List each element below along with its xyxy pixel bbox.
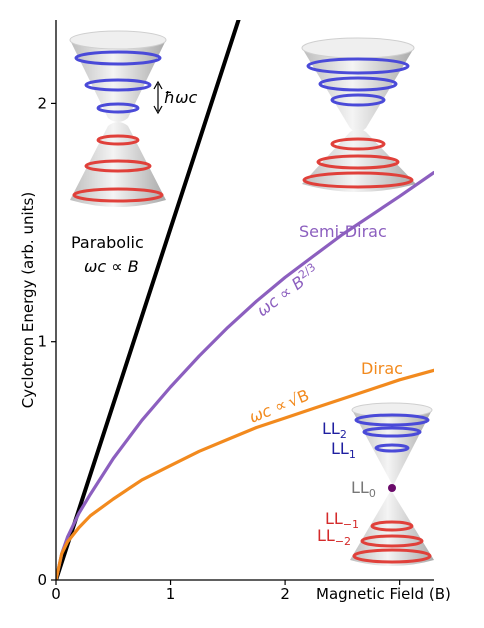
level-dirac-neg-1 <box>360 534 424 548</box>
level-parabolic-pos-0 <box>96 102 140 114</box>
level-parabolic-pos-2 <box>74 50 162 66</box>
level-dirac-neg-0 <box>370 520 414 532</box>
level-dirac-pos-2 <box>354 413 430 427</box>
ll-label-1: LL1 <box>331 439 356 461</box>
hbar-omega-arrowhead-up <box>153 80 163 90</box>
landau-level-labels: LL2 LL1 LL0 LL−1 LL−2 <box>317 419 376 548</box>
cone-semi-dirac-upper <box>302 42 414 132</box>
level-parabolic-pos-1 <box>84 78 152 92</box>
parabolic-label: Parabolic <box>71 233 144 252</box>
level-parabolic-neg-2 <box>72 187 164 203</box>
ll-label-minus-1: LL−1 <box>325 509 359 531</box>
ll-label-2: LL2 <box>322 419 347 441</box>
level-semi-dirac-neg-1 <box>316 154 400 170</box>
cone-parabolic-upper <box>70 34 166 122</box>
x-tick-label: 1 <box>166 585 176 603</box>
x-tick-label: 2 <box>280 585 290 603</box>
level-semi-dirac-neg-2 <box>302 171 414 189</box>
y-axis-title: Cyclotron Energy (arb. units) <box>19 192 37 408</box>
cone-semi-dirac-rim <box>301 37 415 59</box>
semi-dirac-label: Semi-Dirac <box>299 222 387 241</box>
level-semi-dirac-pos-0 <box>330 93 386 107</box>
y-tick-label: 1 <box>37 333 47 351</box>
cone-dirac-lower <box>350 490 434 566</box>
cone-parabolic-lower <box>70 122 166 207</box>
ll-label-minus-2: LL−2 <box>317 526 351 548</box>
y-tick-label: 0 <box>37 571 47 589</box>
cone-dirac-rim <box>351 402 433 418</box>
x-tick-label: 0 <box>51 585 61 603</box>
level-dirac-neg-2 <box>352 548 432 564</box>
level-semi-dirac-pos-2 <box>306 57 410 75</box>
level-semi-dirac-neg-0 <box>330 137 386 151</box>
cone-dirac-illustration <box>350 402 434 566</box>
cone-semi-dirac-lower <box>302 129 416 192</box>
series-line-parabolic <box>56 20 241 580</box>
dirac-law-root: √B <box>285 386 312 412</box>
level-dirac-pos-1 <box>362 426 422 438</box>
hbar-omega-label: ħωc <box>164 88 198 107</box>
series-line-dirac <box>56 368 434 580</box>
semi-dirac-law-label: ωc ∝ B2/3 <box>252 261 322 321</box>
hbar-omega-arrowhead-down <box>153 105 163 115</box>
parabolic-law-label: ωc ∝ B <box>84 257 139 276</box>
level-parabolic-neg-1 <box>84 159 152 173</box>
y-tick-label: 2 <box>37 94 47 112</box>
level-dirac-pos-0 <box>374 443 410 453</box>
cone-parabolic-illustration: ħωc <box>69 30 198 207</box>
level-parabolic-neg-0 <box>96 134 140 146</box>
ticks-layer: 0 1 2 0 1 2 <box>37 94 401 603</box>
ll-label-0: LL0 <box>351 478 376 500</box>
cone-parabolic-rim <box>69 30 167 50</box>
dirac-law-main: ωc ∝ <box>246 395 289 427</box>
series-layer <box>56 20 434 580</box>
dirac-label: Dirac <box>361 359 403 378</box>
series-line-semi-dirac <box>56 170 434 580</box>
level-dirac-zero-point <box>388 484 396 492</box>
cone-semi-dirac-illustration <box>301 37 416 192</box>
level-semi-dirac-pos-1 <box>318 76 398 92</box>
x-axis-title: Magnetic Field (B) <box>316 585 451 603</box>
